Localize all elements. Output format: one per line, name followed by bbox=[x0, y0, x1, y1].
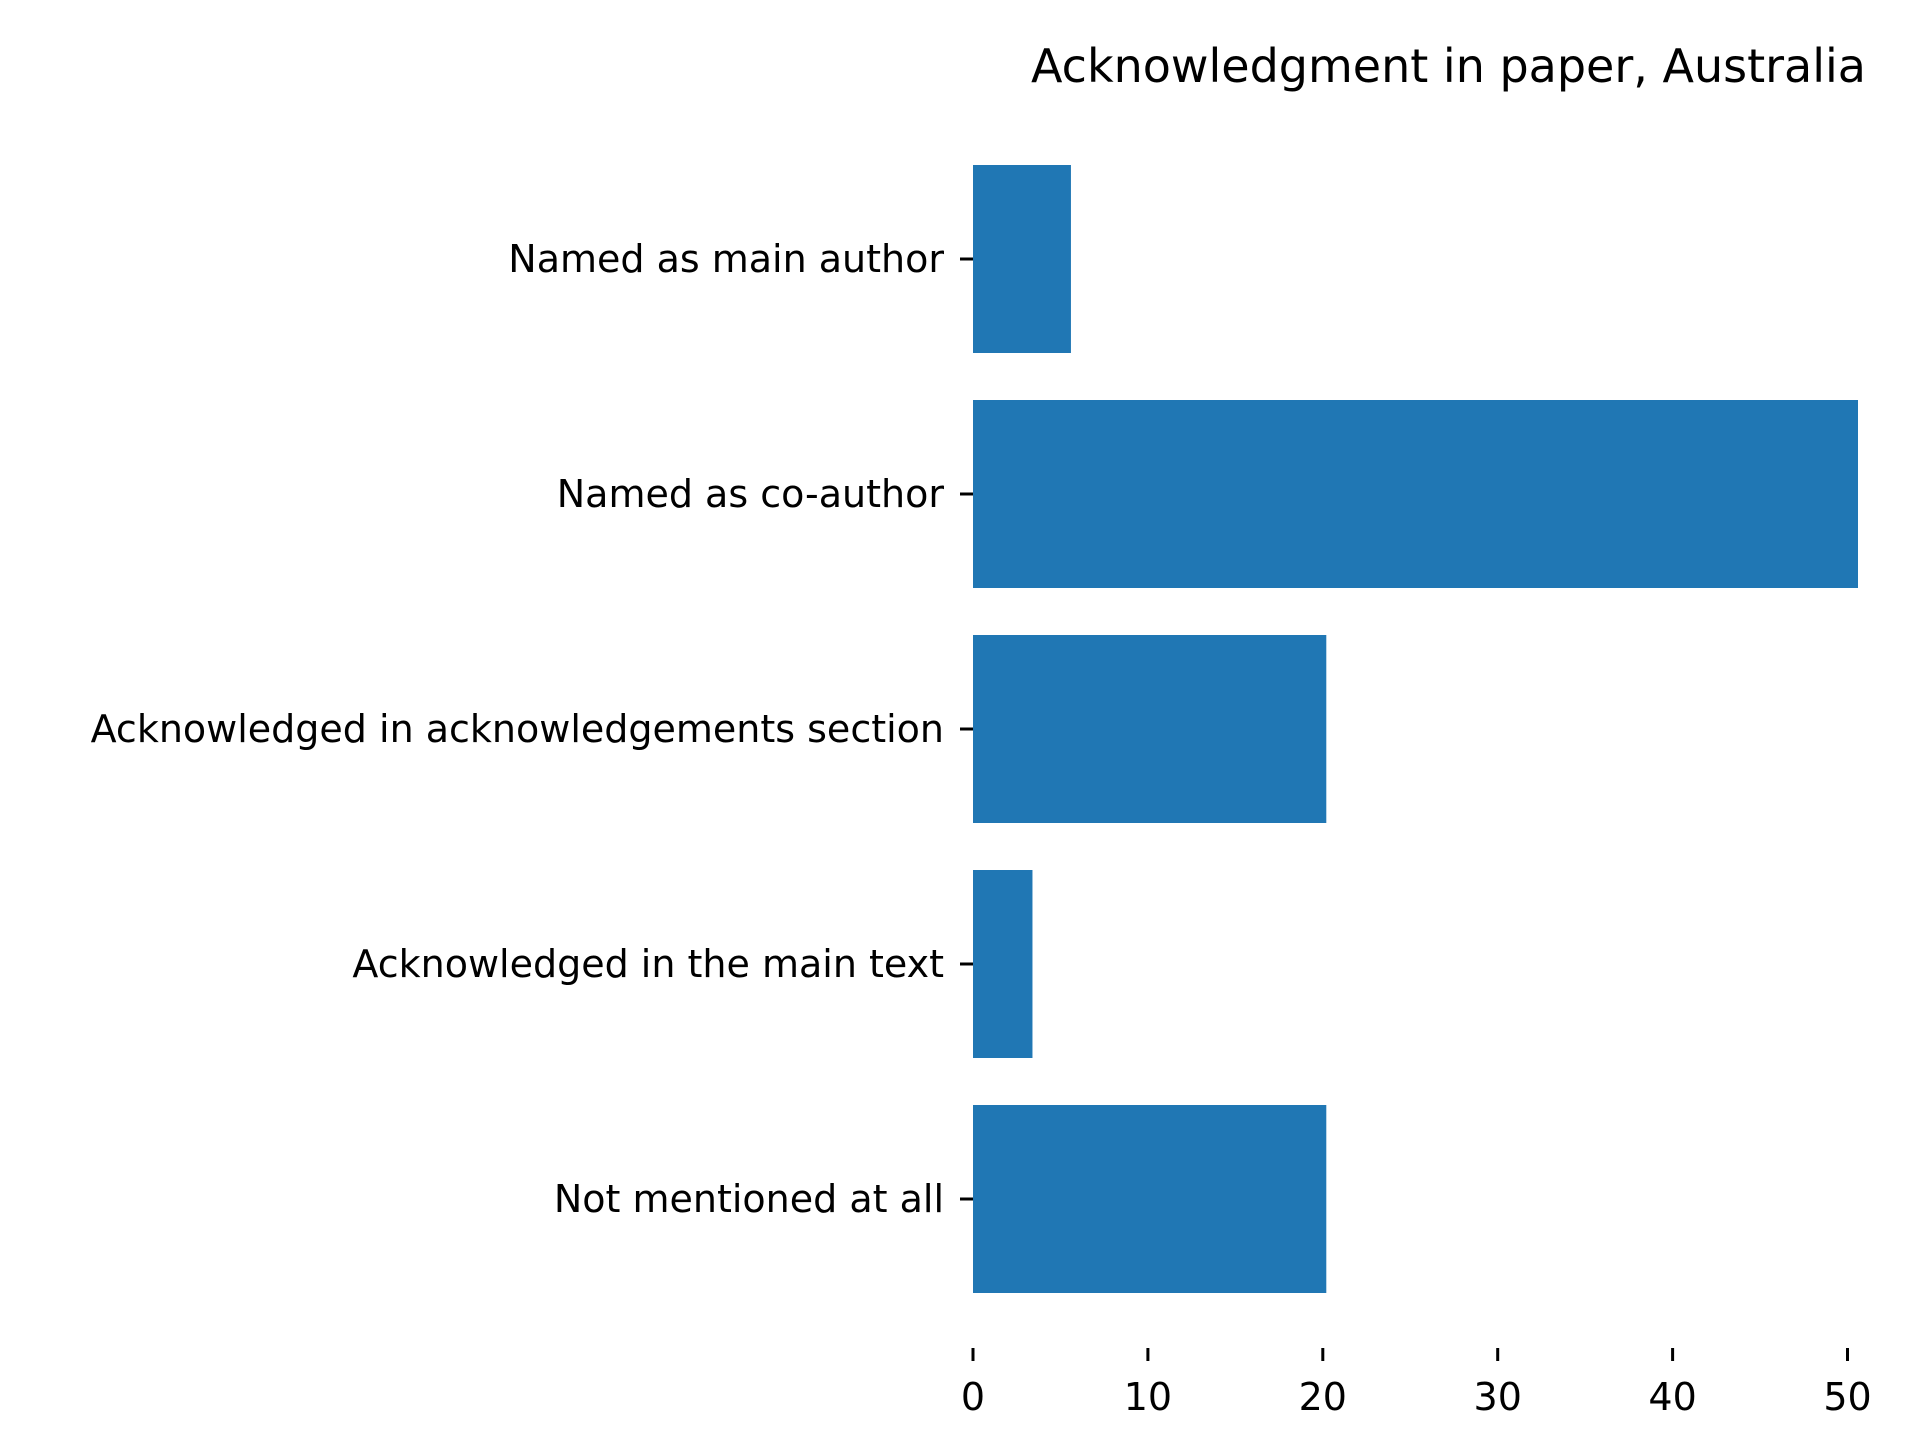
bar-acknowledged-in-the-main-text bbox=[973, 870, 1033, 1058]
x-tick-label: 0 bbox=[961, 1375, 985, 1419]
y-tick-label: Named as co-author bbox=[557, 472, 945, 516]
y-tick-label: Acknowledged in acknowledgements section bbox=[91, 707, 944, 751]
x-tick-label: 40 bbox=[1648, 1375, 1696, 1419]
x-tick-label: 10 bbox=[1124, 1375, 1172, 1419]
bar-acknowledged-in-acknowledgements-section bbox=[973, 635, 1327, 823]
y-axis: Named as main author Named as co-author Ac… bbox=[91, 237, 973, 1221]
x-tick-label: 20 bbox=[1299, 1375, 1347, 1419]
y-tick-label: Not mentioned at all bbox=[554, 1177, 944, 1221]
bar-named-as-main-author bbox=[973, 165, 1071, 353]
y-tick-label: Named as main author bbox=[508, 237, 944, 281]
bars-group bbox=[973, 165, 1858, 1293]
x-tick-label: 30 bbox=[1474, 1375, 1522, 1419]
x-tick-label: 50 bbox=[1823, 1375, 1871, 1419]
x-axis: 0 10 20 30 40 50 bbox=[961, 1348, 1872, 1419]
chart-title: Acknowledgment in paper, Australia bbox=[1031, 39, 1866, 93]
bar-not-mentioned-at-all bbox=[973, 1105, 1327, 1293]
y-tick-label: Acknowledged in the main text bbox=[352, 942, 944, 986]
bar-named-as-co-author bbox=[973, 400, 1858, 588]
